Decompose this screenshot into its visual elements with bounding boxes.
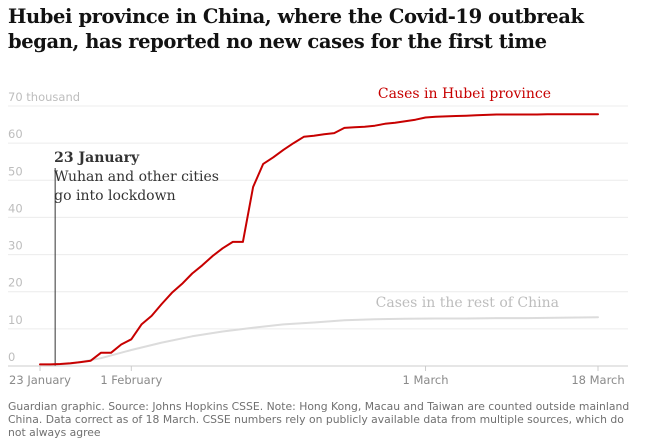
y-tick-label: 50 xyxy=(8,164,23,178)
chart-title: Hubei province in China, where the Covid… xyxy=(8,5,584,53)
annotation-text-line-1: Wuhan and other cities xyxy=(54,169,219,185)
y-axis-tick-labels: 0 10 20 30 40 50 60 70 thousand xyxy=(8,90,80,364)
series-line-hubei xyxy=(39,113,599,366)
y-tick-label: 40 xyxy=(8,201,23,215)
series-label-rest-of-china: Cases in the rest of China xyxy=(376,295,559,311)
x-tick-label: 1 March xyxy=(403,373,449,387)
annotation-lockdown: 23 January Wuhan and other cities go int… xyxy=(54,150,219,366)
y-tick-label: 30 xyxy=(8,239,23,253)
annotation-text-line-2: go into lockdown xyxy=(54,188,175,204)
y-tick-label: 20 xyxy=(8,276,23,290)
y-tick-label: 0 xyxy=(8,350,15,364)
y-tick-label: 70 thousand xyxy=(8,90,80,104)
x-tick-label: 23 January xyxy=(9,373,71,387)
y-tick-label: 10 xyxy=(8,313,23,327)
x-tick-label: 18 March xyxy=(571,373,624,387)
source-note: Guardian graphic. Source: Johns Hopkins … xyxy=(8,400,630,439)
x-axis: 23 January 1 February 1 March 18 March xyxy=(8,365,628,387)
series-lines xyxy=(39,113,599,367)
series-label-hubei: Cases in Hubei province xyxy=(378,86,551,102)
y-tick-label: 60 xyxy=(8,127,23,141)
x-tick-label: 1 February xyxy=(100,373,162,387)
series-line-rest xyxy=(39,316,599,367)
gridlines xyxy=(8,105,628,330)
annotation-title: 23 January xyxy=(54,150,140,166)
